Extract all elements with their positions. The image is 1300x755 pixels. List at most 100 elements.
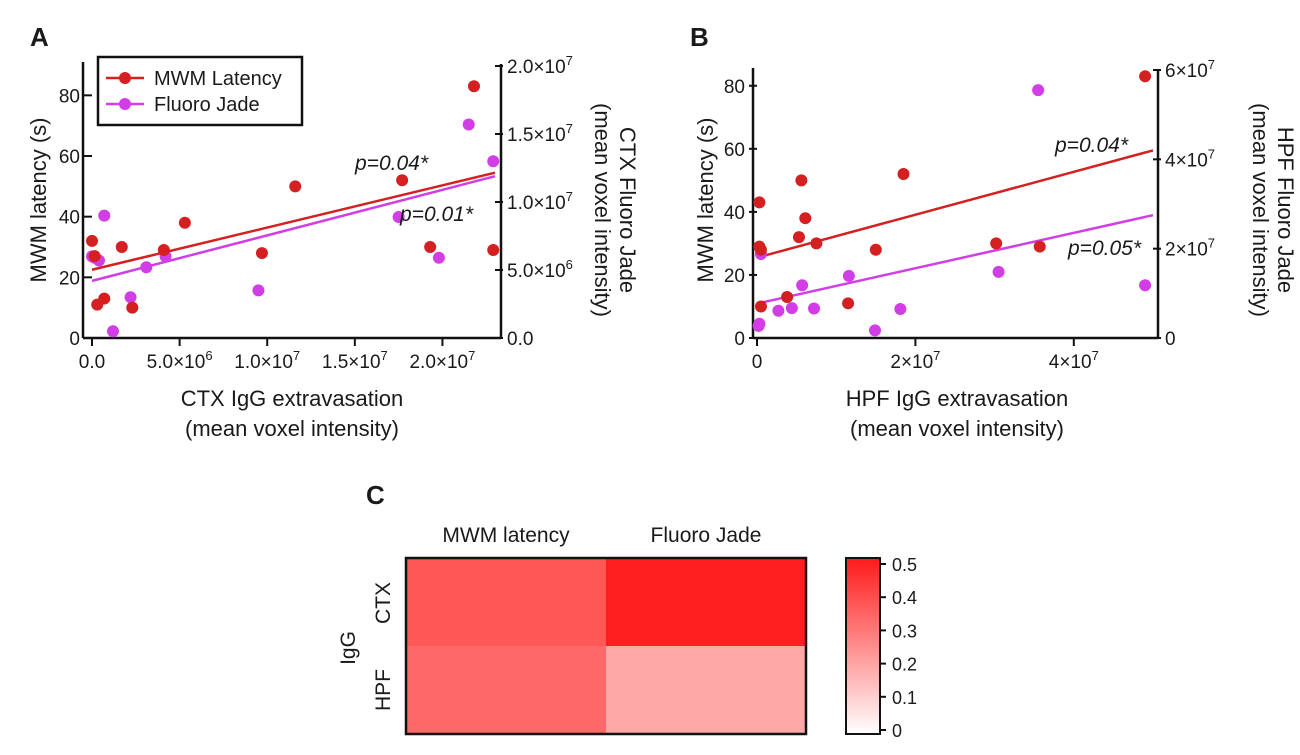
b-fluoro-point-10 <box>992 265 1005 278</box>
a-fluoro-point-6 <box>140 261 153 274</box>
heatmap-col-label-mwm: MWM latency <box>442 524 570 547</box>
a-x-tick-label-3: 1.5×107 <box>322 348 388 373</box>
b-fluoro-point-7 <box>842 269 855 282</box>
b-left-y-tick-label-3: 60 <box>724 140 745 161</box>
a-fluoro-point-10 <box>432 251 445 264</box>
a-right-y-tick-label-4: 2.0×107 <box>507 53 573 78</box>
b-mwm-point-14 <box>1139 70 1152 83</box>
a-right-y-tick-label-0: 0.0 <box>507 329 533 350</box>
heatmap-cell-ctx-0 <box>406 558 606 646</box>
b-fluoro-point-5 <box>796 279 809 292</box>
panel-a-points <box>86 80 500 338</box>
a-mwm-point-1 <box>88 250 101 263</box>
colorbar-tick-label-5: 0 <box>892 721 902 741</box>
heatmap-frame <box>404 556 808 736</box>
panel-b-left-y-ticks: 0 20 40 60 80 <box>724 77 757 350</box>
a-left-y-tick-label-2: 40 <box>59 208 80 229</box>
a-right-y-tick-label-2: 1.0×107 <box>507 189 573 214</box>
panel-a-mwm-p-value: p=0.04* <box>354 152 429 175</box>
a-fluoro-point-4 <box>107 325 120 338</box>
panel-b-mwm-p-value: p=0.04* <box>1054 134 1129 157</box>
panel-a-right-y-ticks: 0.0 5.0×106 1.0×107 1.5×107 2.0×107 <box>495 53 573 350</box>
a-left-y-tick-label-3: 60 <box>59 147 80 168</box>
b-fluoro-point-1 <box>753 317 766 330</box>
b-fluoro-point-9 <box>894 302 907 315</box>
panel-c: C MWM latency Fluoro Jade IgG CTX HPF 0.… <box>337 480 917 741</box>
legend-mwm-label: MWM Latency <box>154 68 282 90</box>
heatmap-row-group-label: IgG <box>337 631 360 665</box>
a-mwm-point-12 <box>467 80 480 93</box>
a-mwm-point-11 <box>424 241 437 253</box>
heatmap-col-label-fluoro: Fluoro Jade <box>651 524 762 547</box>
panel-a-x-ticks: 0.0 5.0×106 1.0×107 1.5×107 2.0×107 <box>79 338 475 373</box>
a-mwm-point-5 <box>126 301 139 314</box>
a-x-tick-label-4: 2.0×107 <box>409 348 475 373</box>
a-left-y-tick-label-1: 20 <box>59 268 80 289</box>
a-mwm-point-4 <box>115 241 128 253</box>
colorbar <box>845 557 881 735</box>
b-right-y-tick-label-0: 0 <box>1165 329 1176 350</box>
colorbar-tick-label-3: 0.2 <box>892 655 917 675</box>
a-mwm-point-10 <box>396 174 409 187</box>
b-right-y-tick-label-3: 6×107 <box>1165 57 1215 82</box>
a-x-tick-label-1: 5.0×106 <box>147 348 213 373</box>
b-fluoro-fit-line <box>756 213 1154 305</box>
heatmap-cell-hpf-0 <box>406 646 606 734</box>
legend-fluoro-label: Fluoro Jade <box>154 94 260 116</box>
panel-b-letter: B <box>690 22 709 52</box>
a-left-y-tick-label-4: 80 <box>59 86 80 107</box>
a-mwm-point-3 <box>98 292 111 305</box>
panel-a-right-y-title-line1: CTX Fluoro Jade <box>615 127 640 293</box>
panel-b-right-y-title-line1: HPF Fluoro Jade <box>1273 127 1298 293</box>
heatmap-row-label-hpf: HPF <box>372 669 395 711</box>
b-right-y-tick-label-1: 2×107 <box>1165 236 1215 261</box>
a-fluoro-point-8 <box>252 284 265 297</box>
b-mwm-point-10 <box>869 243 882 256</box>
b-mwm-point-6 <box>795 174 808 187</box>
b-left-y-tick-label-1: 20 <box>724 266 745 287</box>
b-mwm-point-9 <box>842 297 855 310</box>
panel-b-points <box>752 70 1152 337</box>
panel-a-x-title-line2: (mean voxel intensity) <box>185 416 399 441</box>
b-fluoro-point-3 <box>772 304 785 317</box>
a-fluoro-point-9 <box>392 210 405 223</box>
b-mwm-point-11 <box>897 168 910 181</box>
b-right-y-tick-label-2: 4×107 <box>1165 146 1215 171</box>
a-left-y-tick-label-0: 0 <box>69 329 80 350</box>
panel-a-letter: A <box>30 22 49 52</box>
b-x-tick-label-1: 2×107 <box>890 348 940 373</box>
a-x-tick-label-2: 1.0×107 <box>234 348 300 373</box>
heatmap-cell-hpf-1 <box>606 646 806 734</box>
panel-b-right-y-title-line2: (mean voxel intensity) <box>1248 103 1273 317</box>
panel-b-left-y-title: MWM latency (s) <box>693 118 718 283</box>
a-fluoro-point-3 <box>98 209 111 222</box>
b-left-y-tick-label-0: 0 <box>734 329 745 350</box>
a-mwm-point-8 <box>255 247 268 260</box>
a-fluoro-fit-line <box>91 174 496 283</box>
heatmap-row-label-ctx: CTX <box>372 582 395 624</box>
colorbar-tick-label-2: 0.3 <box>892 621 917 641</box>
b-fluoro-point-4 <box>785 302 798 315</box>
b-fluoro-point-8 <box>869 324 882 337</box>
b-mwm-point-13 <box>1033 240 1046 253</box>
a-x-tick-label-0: 0.0 <box>79 352 105 373</box>
a-mwm-point-7 <box>178 216 191 229</box>
b-mwm-point-2 <box>754 243 767 256</box>
a-right-y-tick-label-3: 1.5×107 <box>507 121 573 146</box>
b-fluoro-point-11 <box>1032 84 1045 97</box>
a-mwm-point-9 <box>289 180 302 193</box>
panel-b-x-title-line1: HPF IgG extravasation <box>846 386 1069 411</box>
panel-b-right-y-ticks: 0 2×107 4×107 6×107 <box>1153 57 1215 350</box>
panel-a-left-y-ticks: 0 20 40 60 80 <box>59 86 92 350</box>
panel-a-fluoro-p-value: p=0.01* <box>399 203 474 226</box>
heatmap-cells <box>406 558 806 734</box>
panel-a-legend: MWM Latency Fluoro Jade <box>96 55 304 127</box>
a-fluoro-point-5 <box>124 291 137 304</box>
panel-a-legend-box <box>96 55 304 127</box>
legend-mwm-marker <box>119 72 131 84</box>
a-mwm-point-13 <box>487 244 500 257</box>
b-mwm-fit-line <box>756 149 1154 259</box>
b-left-y-tick-label-4: 80 <box>724 77 745 98</box>
panel-a-left-y-title: MWM latency (s) <box>26 118 51 283</box>
